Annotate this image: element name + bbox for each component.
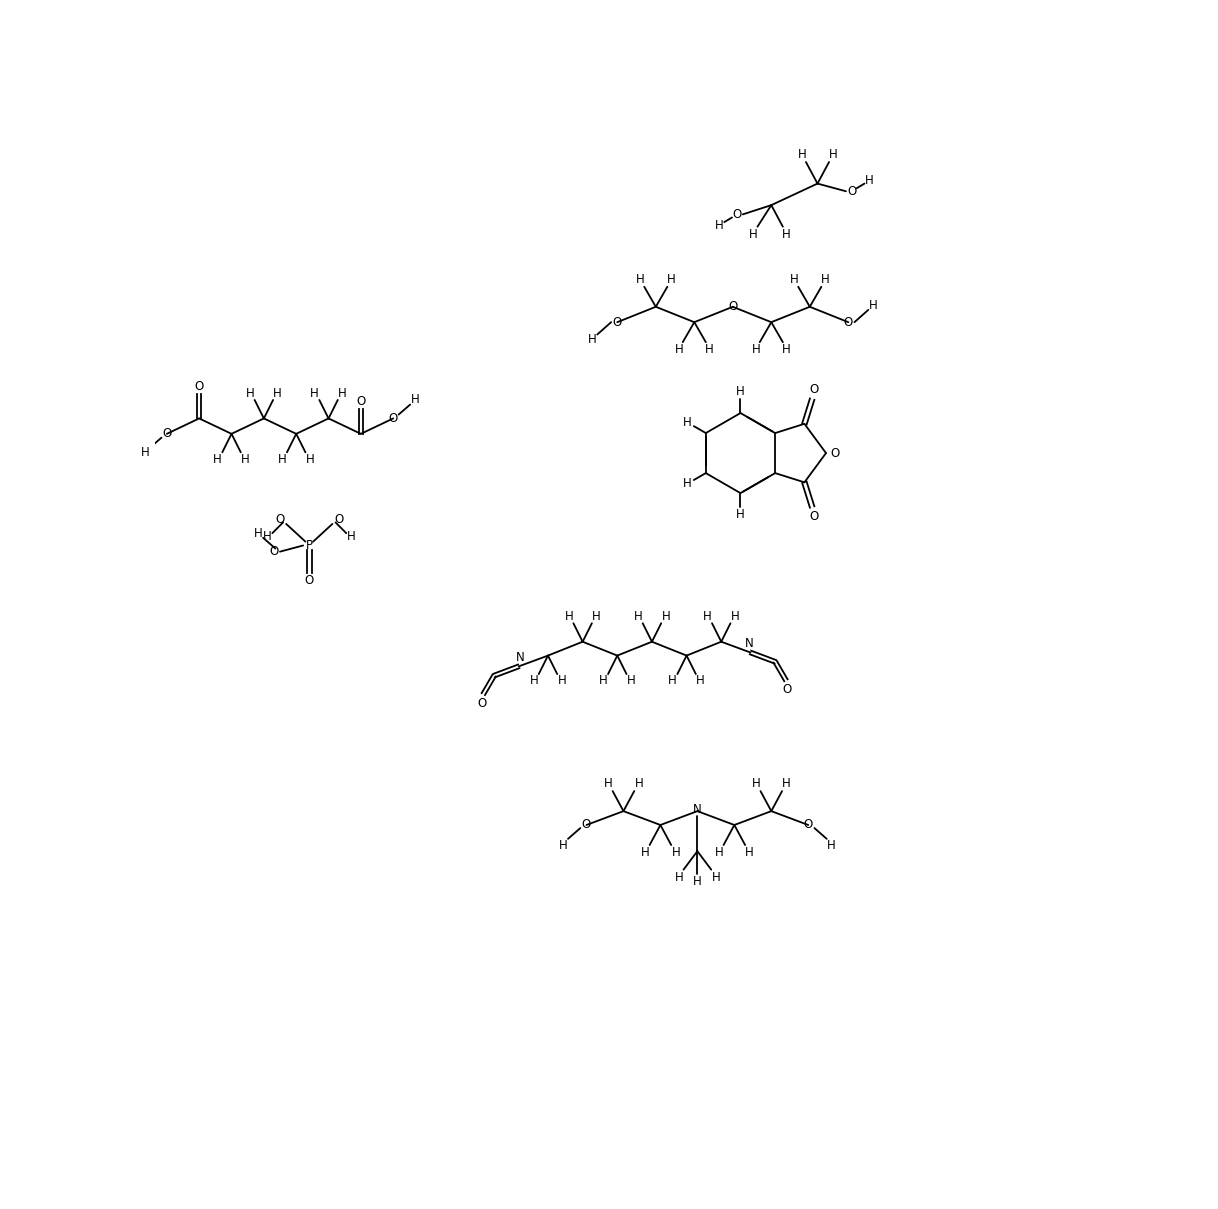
Text: O: O	[356, 395, 365, 407]
Text: H: H	[306, 452, 314, 465]
Text: H: H	[782, 343, 790, 357]
Text: H: H	[241, 452, 250, 465]
Text: N: N	[693, 803, 702, 816]
Text: H: H	[828, 147, 837, 161]
Text: H: H	[827, 839, 836, 851]
Text: H: H	[278, 452, 286, 465]
Text: H: H	[868, 299, 877, 312]
Text: O: O	[477, 696, 486, 710]
Text: H: H	[346, 530, 356, 543]
Text: H: H	[263, 530, 272, 543]
Text: H: H	[745, 846, 754, 860]
Text: H: H	[635, 777, 643, 789]
Text: H: H	[736, 508, 745, 521]
Text: H: H	[410, 393, 419, 406]
Text: H: H	[748, 229, 758, 241]
Text: H: H	[675, 343, 683, 357]
Text: O: O	[848, 185, 856, 198]
Text: H: H	[669, 675, 677, 688]
Text: O: O	[809, 383, 818, 397]
Text: H: H	[821, 272, 829, 285]
Text: O: O	[728, 300, 737, 313]
Text: O: O	[831, 446, 840, 459]
Text: O: O	[304, 574, 314, 588]
Text: H: H	[633, 609, 642, 623]
Text: O: O	[582, 818, 591, 832]
Text: H: H	[666, 272, 676, 285]
Text: H: H	[273, 387, 283, 399]
Text: N: N	[744, 637, 754, 649]
Text: H: H	[798, 147, 806, 161]
Text: H: H	[339, 387, 347, 399]
Text: H: H	[752, 777, 760, 789]
Text: O: O	[732, 208, 742, 221]
Text: H: H	[715, 219, 723, 232]
Text: H: H	[715, 846, 723, 860]
Text: H: H	[705, 343, 714, 357]
Text: N: N	[516, 650, 525, 664]
Text: O: O	[334, 513, 343, 526]
Text: H: H	[636, 272, 644, 285]
Text: H: H	[683, 416, 692, 429]
Text: H: H	[703, 609, 711, 623]
Text: H: H	[141, 446, 150, 458]
Text: H: H	[559, 839, 568, 851]
Text: H: H	[711, 870, 720, 884]
Text: H: H	[592, 609, 600, 623]
Text: O: O	[613, 316, 622, 329]
Text: H: H	[627, 675, 636, 688]
Text: O: O	[195, 380, 203, 393]
Text: H: H	[675, 870, 683, 884]
Text: H: H	[683, 478, 692, 491]
Text: H: H	[782, 229, 790, 241]
Text: O: O	[389, 412, 398, 424]
Text: H: H	[530, 675, 538, 688]
Text: H: H	[564, 609, 574, 623]
Text: H: H	[661, 609, 670, 623]
Text: O: O	[804, 818, 812, 832]
Text: O: O	[809, 510, 818, 522]
Text: H: H	[311, 387, 319, 399]
Text: H: H	[695, 675, 705, 688]
Text: H: H	[246, 387, 255, 399]
Text: H: H	[641, 846, 649, 860]
Text: O: O	[269, 545, 279, 559]
Text: P: P	[306, 539, 313, 553]
Text: H: H	[671, 846, 680, 860]
Text: H: H	[736, 384, 745, 398]
Text: H: H	[731, 609, 739, 623]
Text: O: O	[162, 427, 172, 440]
Text: O: O	[783, 683, 792, 696]
Text: O: O	[844, 316, 853, 329]
Text: H: H	[604, 777, 613, 789]
Text: H: H	[599, 675, 608, 688]
Text: H: H	[255, 527, 263, 539]
Text: H: H	[865, 174, 873, 187]
Text: O: O	[275, 513, 285, 526]
Text: H: H	[752, 343, 760, 357]
Text: H: H	[782, 777, 790, 789]
Text: H: H	[588, 332, 597, 346]
Text: H: H	[790, 272, 799, 285]
Text: H: H	[693, 875, 702, 889]
Text: H: H	[213, 452, 222, 465]
Text: H: H	[558, 675, 566, 688]
